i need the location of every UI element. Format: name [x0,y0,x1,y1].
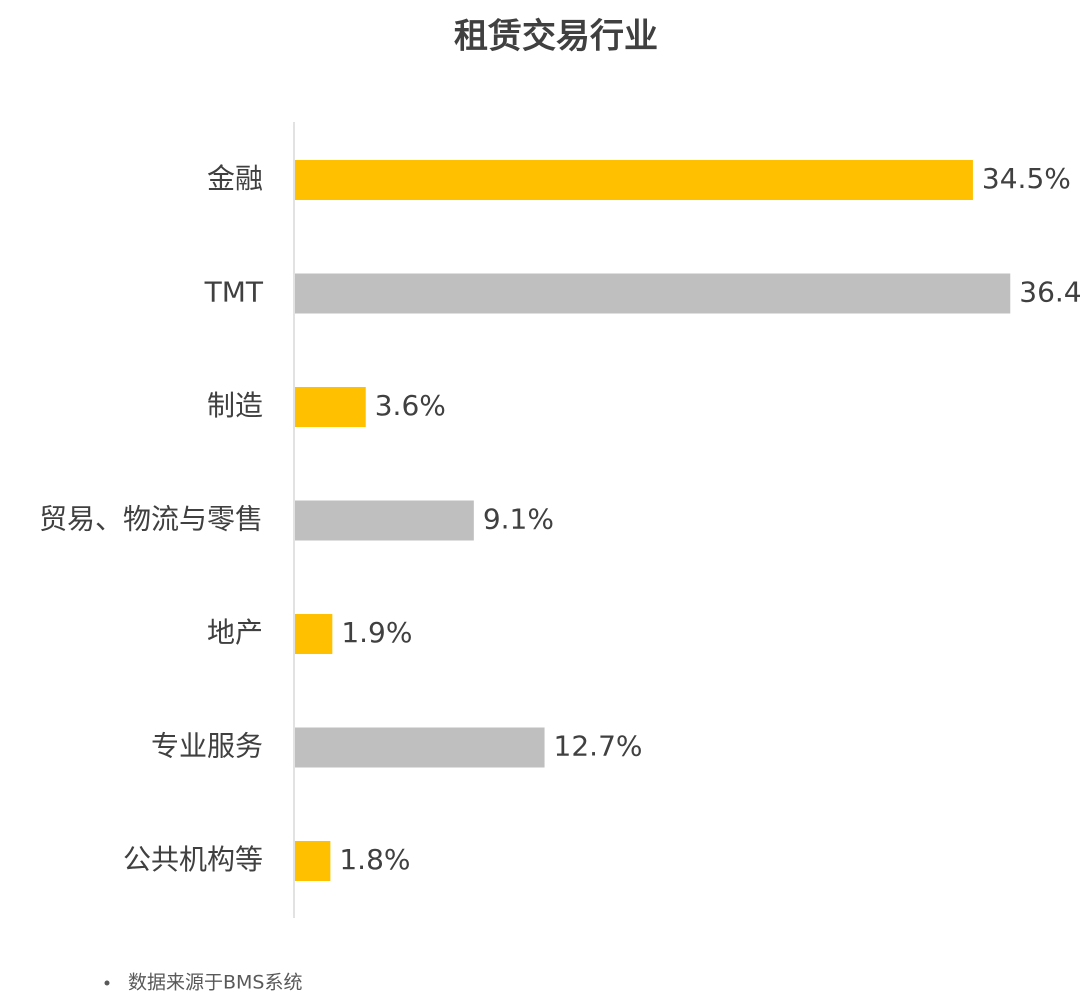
category-label: 制造 [207,389,263,422]
footnote: 数据来源于BMS系统 [128,972,303,994]
bar [295,614,333,654]
bar [295,160,973,200]
value-label: 1.9% [341,616,412,649]
bar [295,841,331,881]
bar [295,387,366,427]
category-label: 公共机构等 [123,843,263,876]
category-label: 专业服务 [151,730,263,763]
bullet [104,980,110,986]
value-label: 36.4% [1019,276,1080,309]
value-label: 12.7% [554,730,643,763]
category-label: 贸易、物流与零售 [39,503,263,536]
category-label: TMT [204,276,264,309]
category-label: 金融 [207,162,263,195]
bar [295,273,1011,314]
value-label: 34.5% [982,162,1071,195]
category-label: 地产 [207,616,263,649]
value-label: 3.6% [375,389,446,422]
value-label: 9.1% [483,503,554,536]
bar [295,500,474,541]
chart-title: 租赁交易行业 [454,17,658,57]
bar [295,727,545,768]
value-label: 1.8% [339,843,410,876]
